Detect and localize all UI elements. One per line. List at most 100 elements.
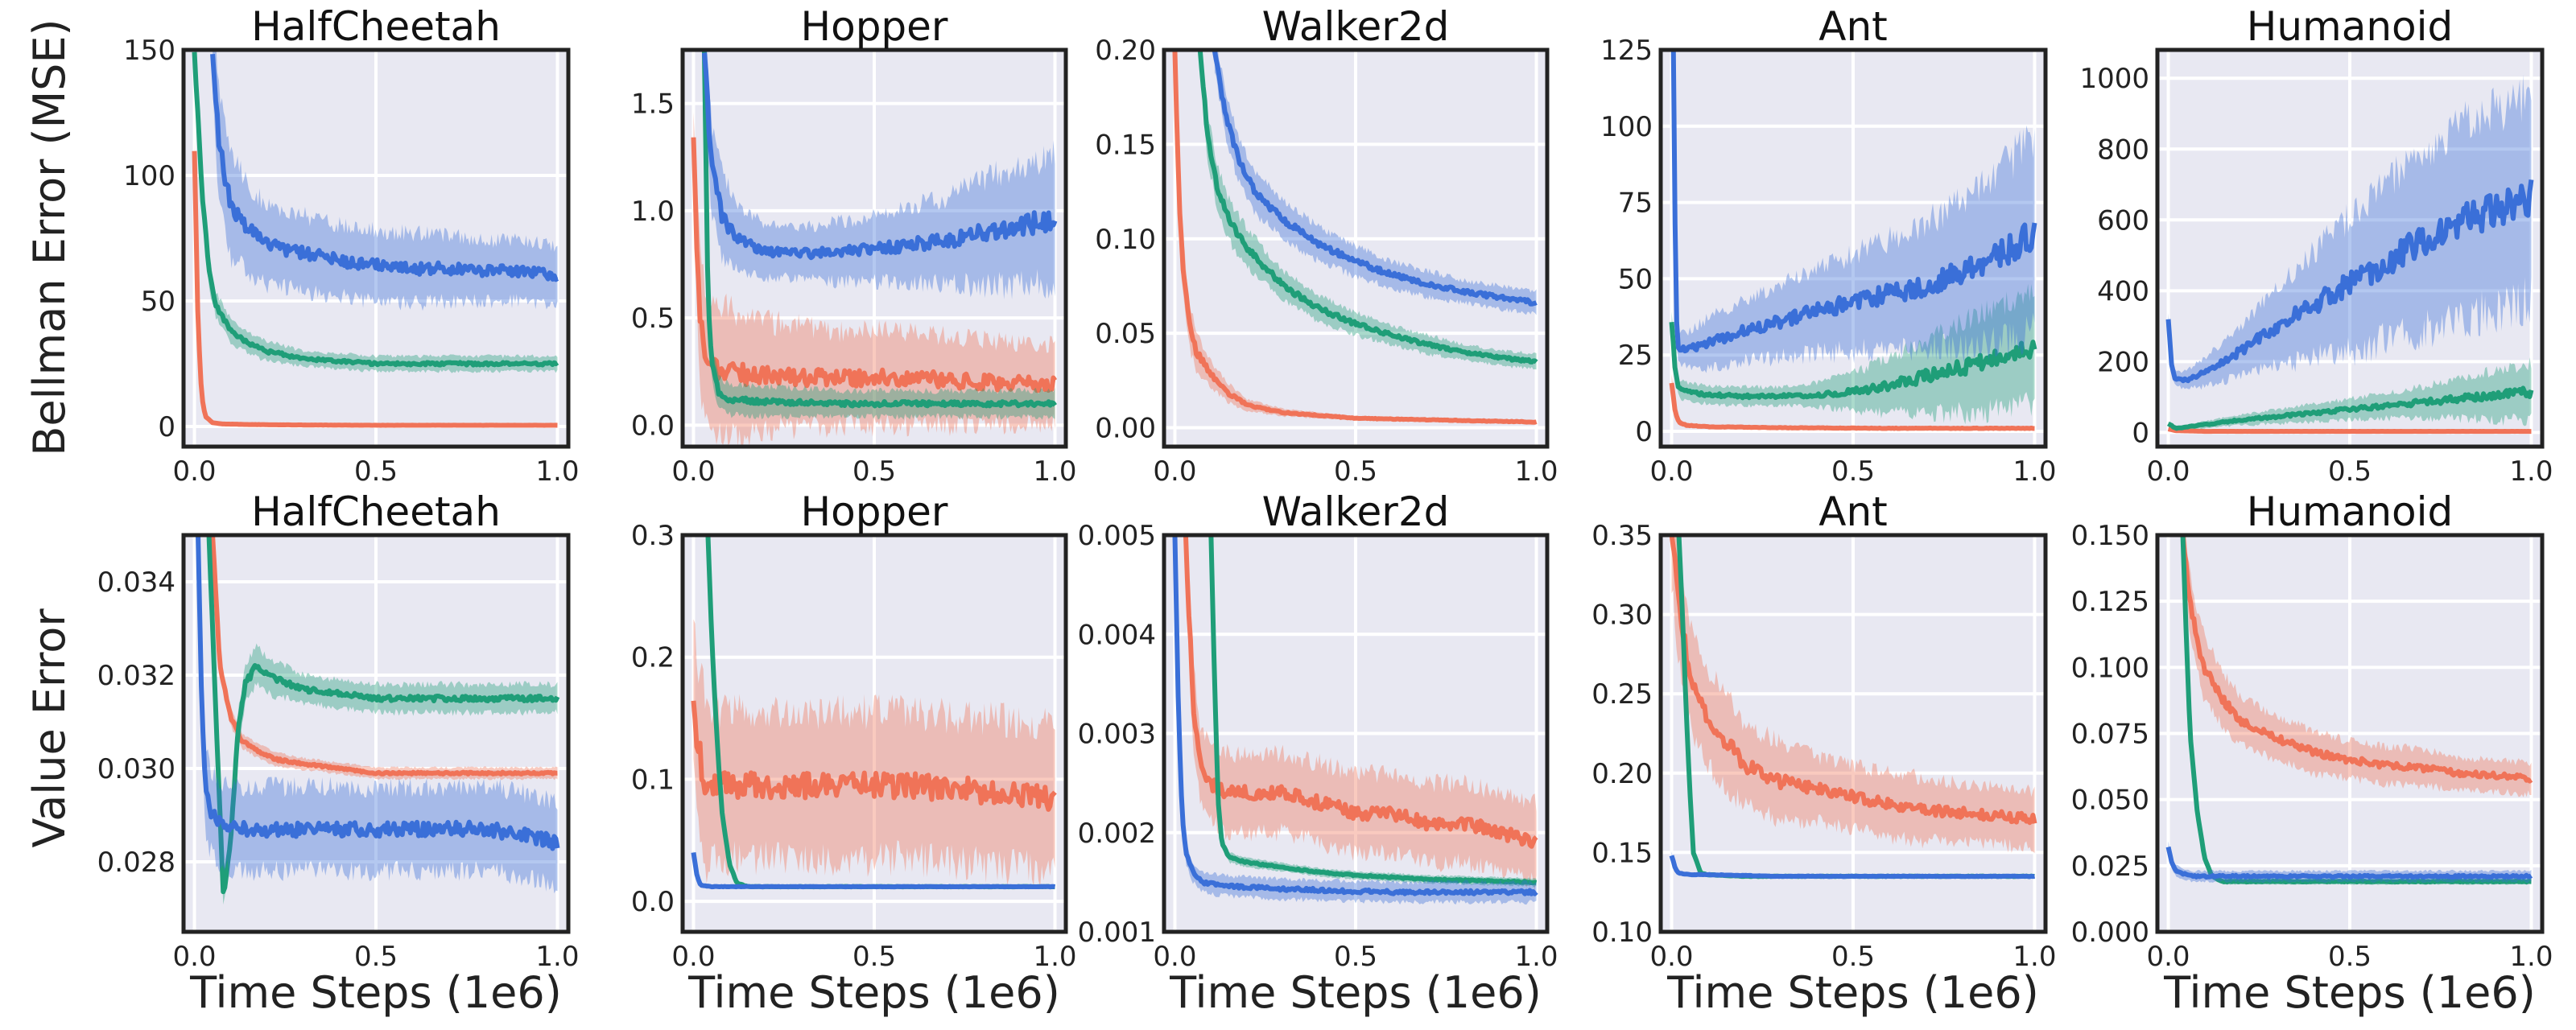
series-band-orange xyxy=(1174,50,1537,425)
panel-bellman-halfcheetah: HalfCheetah 0 50 100 150 0.0 0.5 1.0 xyxy=(123,3,579,488)
series-line-green xyxy=(1208,535,1538,886)
y-tick-label: 0.35 xyxy=(1591,520,1653,552)
x-tick-label: 0.0 xyxy=(172,941,216,973)
plot-frame xyxy=(1658,47,2048,449)
y-tick-label: 0.032 xyxy=(97,660,175,692)
series-band-blue xyxy=(198,535,558,894)
x-tick-label: 0.5 xyxy=(852,941,896,973)
y-tick-label: 0.25 xyxy=(1591,678,1653,711)
x-tick-label: 0.5 xyxy=(1831,455,1875,488)
plot-frame xyxy=(1162,533,1550,934)
panel-title: Ant xyxy=(1818,488,1888,535)
x-axis-label: Time Steps (1e6) xyxy=(2163,967,2536,1018)
series-band-orange xyxy=(693,112,1055,447)
series-band-green xyxy=(1671,283,2035,425)
panel-bellman-hopper: Hopper 0.0 0.5 1.0 1.5 0.0 0.5 1.0 xyxy=(631,3,1077,488)
y-tick-label: 0.004 xyxy=(1078,619,1156,651)
y-tick-label: 0.30 xyxy=(1591,599,1653,632)
panel-title: Ant xyxy=(1818,3,1888,50)
x-tick-label: 0.5 xyxy=(354,455,398,488)
series-line-blue xyxy=(1172,535,1538,896)
series-line-orange xyxy=(1669,382,2036,431)
panel-bellman-walker2d: Walker2d 0.00 0.05 0.10 0.15 0.20 0.0 0.5 1.0 xyxy=(1095,3,1558,488)
y-tick-label: 0.3 xyxy=(631,520,675,552)
x-tick-label: 0.0 xyxy=(172,455,216,488)
x-tick-label: 0.5 xyxy=(1831,941,1875,973)
series-line-blue xyxy=(701,52,1058,261)
series-line-orange xyxy=(192,150,559,428)
y-tick-label: 100 xyxy=(123,160,175,192)
y-tick-label: 0.05 xyxy=(1095,318,1156,350)
y-tick-label: 0.030 xyxy=(97,753,175,785)
panel-title: HalfCheetah xyxy=(251,3,501,50)
panel-value-halfcheetah: HalfCheetah 0.028 0.030 0.032 0.034 0.0 0.5 1.0… xyxy=(97,488,580,1018)
y-tick-label: 0.2 xyxy=(631,642,675,674)
plot-frame xyxy=(181,47,571,449)
y-tick-label: 0.150 xyxy=(2071,520,2149,552)
panel-title: Hopper xyxy=(801,3,948,50)
x-tick-label: 0.0 xyxy=(1649,941,1693,973)
series-line-blue xyxy=(210,53,559,282)
series-band-green xyxy=(2168,356,2532,431)
plot-frame xyxy=(680,533,1068,934)
x-axis-label: Time Steps (1e6) xyxy=(189,967,562,1018)
y-tick-label: 0.0 xyxy=(631,886,675,918)
x-tick-label: 1.0 xyxy=(2509,455,2553,488)
series-band-green xyxy=(194,50,558,373)
y-tick-label: 0.20 xyxy=(1591,758,1653,790)
y-tick-label: 150 xyxy=(123,35,175,67)
y-tick-label: 0.100 xyxy=(2071,652,2149,684)
plot-frame xyxy=(2155,47,2545,449)
y-tick-label: 1.0 xyxy=(631,196,675,228)
series-line-green xyxy=(701,51,1057,409)
x-tick-label: 1.0 xyxy=(1514,455,1558,488)
x-tick-label: 1.0 xyxy=(1514,941,1558,973)
x-tick-label: 0.5 xyxy=(354,941,398,973)
y-tick-label: 0.034 xyxy=(97,566,175,599)
x-tick-label: 0.0 xyxy=(671,455,715,488)
panel-title: Walker2d xyxy=(1262,488,1450,535)
y-tick-label: 0.10 xyxy=(1591,917,1653,949)
y-tick-label: 0.125 xyxy=(2071,586,2149,618)
series-line-blue xyxy=(2165,846,2533,880)
series-line-blue xyxy=(2165,179,2534,384)
y-tick-label: 0 xyxy=(158,411,175,443)
x-tick-label: 0.5 xyxy=(852,455,896,488)
y-tick-label: 0.1 xyxy=(631,764,675,796)
series-band-blue xyxy=(1673,50,2035,373)
series-line-orange xyxy=(210,535,559,777)
series-band-blue xyxy=(2168,841,2532,884)
series-line-blue xyxy=(1670,51,2037,354)
panel-value-ant: Ant 0.10 0.15 0.20 0.25 0.30 0.35 0.0 0.5 1.0Time… xyxy=(1591,488,2056,1018)
panel-title: Humanoid xyxy=(2247,488,2454,535)
series-line-blue xyxy=(1669,855,2036,880)
series-band-blue xyxy=(1214,50,1537,315)
y-tick-label: 50 xyxy=(1618,263,1653,295)
panel-bellman-ant: Ant 0 25 50 75 100 125 0.0 0.5 1.0 xyxy=(1600,3,2056,488)
x-tick-label: 0.0 xyxy=(1649,455,1693,488)
y-tick-label: 0.15 xyxy=(1095,129,1156,161)
y-tick-label: 600 xyxy=(2097,204,2149,237)
panel-title: Hopper xyxy=(801,488,948,535)
y-tick-label: 0.001 xyxy=(1078,917,1156,949)
x-tick-label: 1.0 xyxy=(2013,455,2056,488)
x-tick-label: 1.0 xyxy=(535,455,579,488)
y-tick-label: 0.00 xyxy=(1095,413,1156,445)
x-tick-label: 0.5 xyxy=(1334,455,1377,488)
x-axis-label: Time Steps (1e6) xyxy=(687,967,1060,1018)
series-line-orange xyxy=(1669,535,2037,826)
series-band-blue xyxy=(213,50,558,311)
series-line-green xyxy=(1669,321,2037,401)
panel-value-walker2d: Walker2d 0.001 0.002 0.003 0.004 0.005 0.0 0.5 1… xyxy=(1078,488,1558,1018)
panel-title: Walker2d xyxy=(1262,3,1450,50)
y-tick-label: 0.028 xyxy=(97,847,175,879)
series-band-orange xyxy=(1185,535,1537,892)
series-line-green xyxy=(192,52,559,368)
series-band-orange xyxy=(693,619,1055,887)
x-tick-label: 0.5 xyxy=(2328,455,2372,488)
panel-title: Humanoid xyxy=(2247,3,2454,50)
series-line-orange xyxy=(1183,535,1538,849)
